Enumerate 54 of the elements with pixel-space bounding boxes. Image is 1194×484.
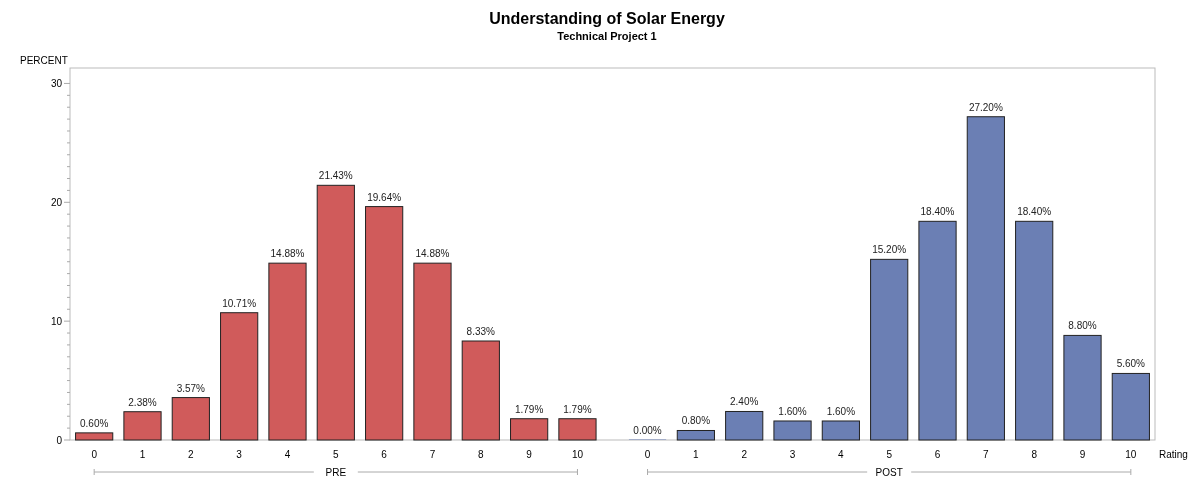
x-tick-label: 5	[886, 449, 893, 460]
y-tick-label: 20	[50, 196, 63, 208]
data-label: 2.38%	[128, 396, 157, 408]
data-label: 19.64%	[367, 191, 402, 203]
x-tick-label: 4	[284, 449, 291, 460]
x-tick-label: 5	[333, 449, 340, 460]
data-label: 10.71%	[222, 297, 257, 309]
data-label: 8.80%	[1068, 320, 1097, 332]
data-label: 15.20%	[872, 244, 907, 256]
data-label: 1.60%	[778, 405, 807, 417]
data-label: 14.88%	[415, 248, 450, 260]
data-label: 5.60%	[1116, 358, 1146, 370]
data-label: 0.80%	[681, 415, 711, 427]
x-tick-label: 0	[644, 449, 651, 460]
y-tick-label: 10	[50, 315, 63, 327]
data-label: 1.79%	[514, 403, 544, 415]
chart-title: Understanding of Solar Energy	[489, 10, 725, 27]
data-label: 0.60%	[79, 417, 109, 429]
x-tick-label: 7	[429, 449, 436, 460]
x-tick-label: 8	[1031, 449, 1038, 460]
data-label: 14.88%	[270, 248, 305, 260]
x-tick-label: 0	[91, 449, 98, 460]
x-tick-label: 7	[983, 449, 990, 460]
data-label: 1.60%	[826, 405, 856, 417]
x-tick-label: 2	[741, 449, 748, 460]
y-axis-title: PERCENT	[20, 55, 68, 66]
chart-subtitle: Technical Project 1	[557, 30, 657, 42]
x-tick-label: 10	[1125, 449, 1137, 460]
x-tick-label: 6	[381, 449, 388, 460]
data-label: 1.79%	[563, 403, 592, 415]
x-axis-title: Rating	[1159, 449, 1188, 460]
x-tick-label: 1	[693, 449, 700, 460]
x-tick-label: 3	[236, 449, 243, 460]
x-tick-label: 9	[1079, 449, 1086, 460]
data-label: 18.40%	[920, 206, 955, 218]
x-tick-label: 6	[934, 449, 941, 460]
x-tick-label: 1	[139, 449, 146, 460]
data-label: 8.33%	[466, 326, 496, 337]
data-label: 2.40%	[730, 396, 759, 408]
data-label: 0.00%	[633, 425, 662, 436]
x-tick-label: 2	[188, 449, 195, 460]
y-tick-label: 30	[50, 77, 63, 89]
data-label: 21.43%	[318, 170, 353, 182]
data-label: 27.20%	[968, 101, 1003, 113]
text: POST	[875, 466, 903, 478]
x-tick-label: 3	[789, 449, 796, 460]
data-label: 3.57%	[176, 382, 206, 394]
data-label: 18.40%	[1017, 206, 1052, 218]
y-tick-label: 0	[56, 434, 63, 446]
x-tick-label: 10	[571, 449, 584, 460]
x-tick-label: 9	[526, 449, 533, 460]
text: PRE	[325, 466, 347, 478]
x-tick-label: 8	[478, 449, 485, 460]
x-tick-label: 4	[838, 449, 845, 460]
